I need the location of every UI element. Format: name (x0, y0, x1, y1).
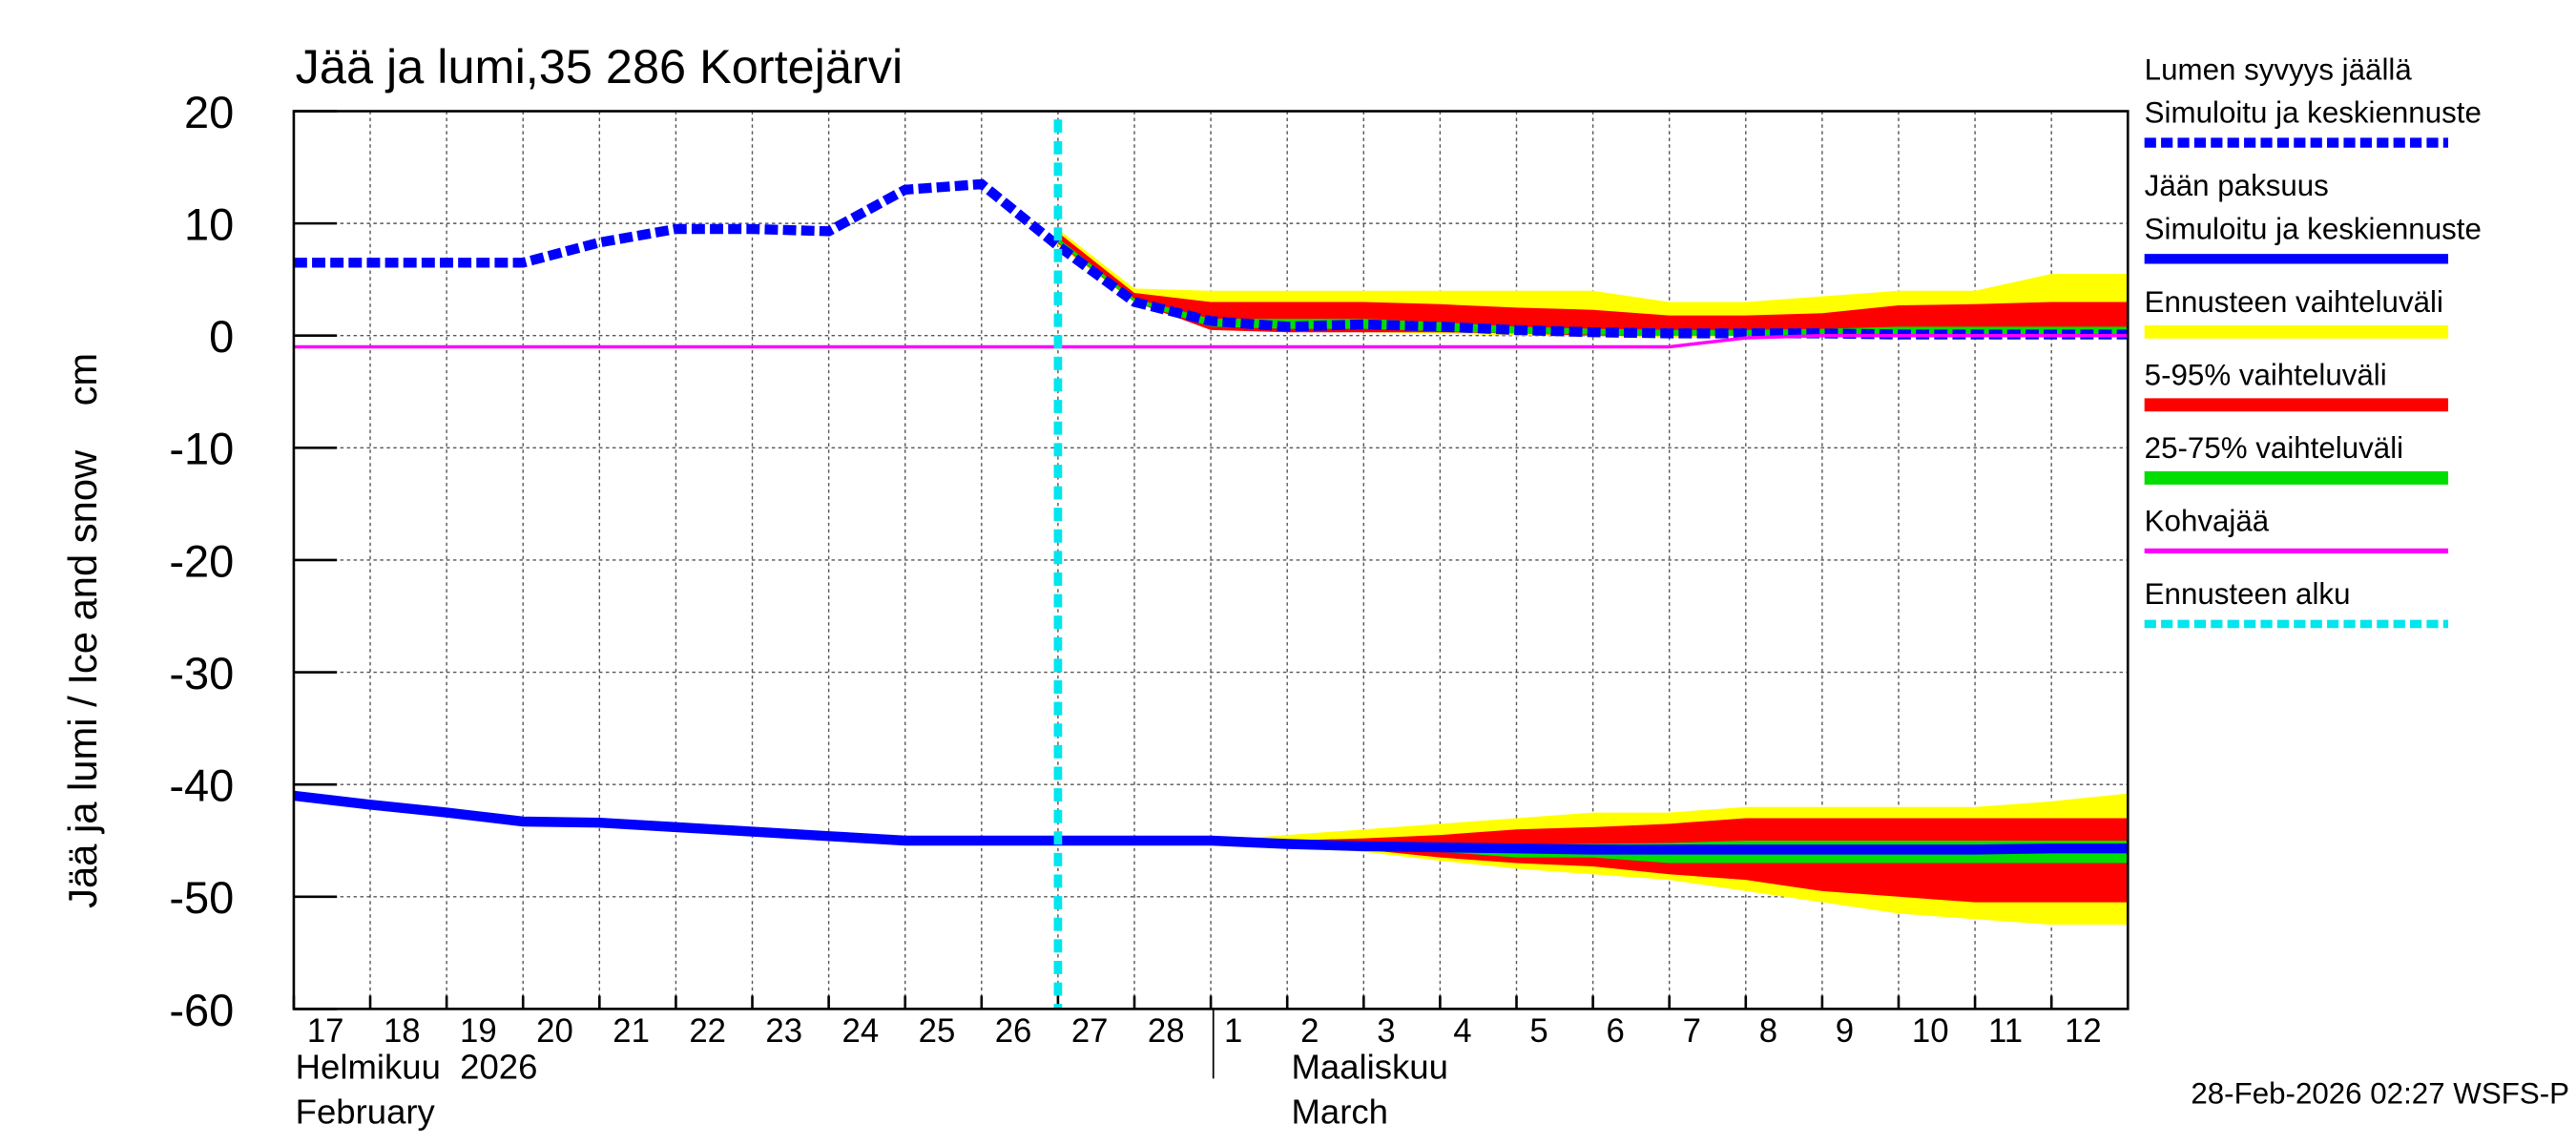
x-tick-label: 6 (1607, 1013, 1625, 1050)
x-tick-label: 8 (1759, 1013, 1777, 1050)
y-tick-label: -20 (169, 535, 234, 586)
y-tick-label: -10 (169, 424, 234, 474)
x-tick-label: 17 (307, 1013, 344, 1050)
legend-label: Kohvajää (2145, 505, 2270, 538)
series-line (293, 178, 2129, 340)
x-tick-label: 10 (1912, 1013, 1949, 1050)
x-tick-label: 9 (1836, 1013, 1854, 1050)
x-tick-label: 1 (1224, 1013, 1242, 1050)
legend-label: Ennusteen alku (2145, 577, 2351, 611)
y-tick-label: -40 (169, 760, 234, 811)
x-tick-label: 24 (842, 1013, 880, 1050)
x-tick-label: 23 (765, 1013, 802, 1050)
y-tick-label: -60 (169, 985, 234, 1035)
x-tick-label: 28 (1148, 1013, 1185, 1050)
y-tick-label: 0 (209, 311, 234, 362)
y-tick-label: 20 (184, 87, 234, 137)
legend-label: Lumen syvyys jäällä (2145, 52, 2413, 86)
x-tick-label: 19 (460, 1013, 497, 1050)
legend-label: Simuloitu ja keskiennuste (2145, 96, 2482, 130)
x-tick-label: 5 (1529, 1013, 1548, 1050)
series-line (293, 790, 2129, 855)
month-label: March (1291, 1092, 1387, 1131)
x-tick-label: 7 (1683, 1013, 1701, 1050)
month-label: Maaliskuu (1291, 1047, 1447, 1086)
forecast-band (1057, 232, 2129, 336)
legend-label: Simuloitu ja keskiennuste (2145, 212, 2482, 245)
x-tick-label: 26 (995, 1013, 1032, 1050)
x-tick-label: 12 (2065, 1013, 2102, 1050)
legend-label: 25-75% vaihteluväli (2145, 431, 2403, 465)
legend-label: Jään paksuus (2145, 169, 2329, 202)
y-tick-label: -30 (169, 648, 234, 698)
legend-label: 5-95% vaihteluväli (2145, 358, 2387, 391)
x-tick-label: 11 (1988, 1013, 2023, 1050)
x-tick-label: 4 (1453, 1013, 1471, 1050)
x-tick-label: 22 (689, 1013, 726, 1050)
series-line (293, 334, 2129, 349)
x-tick-label: 21 (613, 1013, 650, 1050)
y-axis-label: Jää ja lumi / Ice and snow cm (60, 353, 105, 908)
x-tick-label: 18 (384, 1013, 421, 1050)
x-tick-label: 20 (536, 1013, 573, 1050)
plot-frame (292, 110, 2129, 1010)
chart-title: Jää ja lumi,35 286 Kortejärvi (296, 39, 904, 94)
x-tick-label: 25 (919, 1013, 956, 1050)
legend-label: Ennusteen vaihteluväli (2145, 285, 2443, 319)
forecast-band (1057, 818, 2129, 903)
x-tick-label: 2 (1300, 1013, 1319, 1050)
y-tick-label: 10 (184, 199, 234, 250)
month-label: February (296, 1092, 436, 1131)
x-tick-label: 3 (1377, 1013, 1395, 1050)
footer: 28-Feb-2026 02:27 WSFS-P (2191, 1077, 2569, 1111)
x-tick-label: 27 (1071, 1013, 1109, 1050)
month-label: Helmikuu 2026 (296, 1047, 538, 1086)
y-tick-label: -50 (169, 872, 234, 923)
